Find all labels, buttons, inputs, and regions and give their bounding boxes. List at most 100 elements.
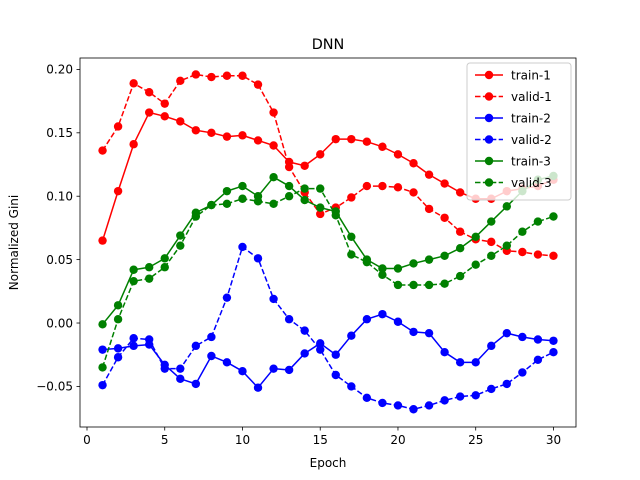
legend-label-train-1: train-1 [511, 68, 551, 82]
data-point-valid-3 [378, 270, 387, 280]
data-point-train-2 [269, 364, 278, 373]
y-tick-label: 0.05 [46, 253, 73, 267]
data-point-valid-3 [160, 263, 169, 272]
data-point-train-1 [253, 136, 263, 145]
data-point-valid-3 [238, 194, 247, 203]
data-point-valid-3 [424, 280, 434, 290]
data-point-valid-1 [269, 108, 278, 117]
legend: train-1 valid-1 train-2 valid-2 train-3 valid… [466, 62, 572, 201]
data-point-train-2 [191, 379, 201, 389]
data-point-train-1 [144, 108, 154, 117]
data-point-valid-1 [176, 76, 185, 86]
legend-label-valid-1: valid-1 [511, 90, 552, 104]
data-point-valid-3 [455, 271, 465, 281]
data-point-train-3 [238, 181, 247, 191]
data-point-valid-3 [331, 211, 340, 220]
data-point-train-2 [471, 358, 480, 367]
data-point-train-1 [440, 179, 449, 188]
data-point-train-1 [362, 137, 372, 146]
series-group [98, 70, 558, 414]
data-point-valid-1 [191, 70, 201, 79]
data-point-train-2 [455, 358, 465, 367]
data-point-valid-3 [533, 217, 543, 226]
data-point-train-3 [502, 202, 512, 211]
data-point-train-2 [98, 345, 107, 354]
data-point-train-2 [300, 349, 309, 358]
data-point-valid-2 [471, 391, 480, 400]
data-point-train-2 [518, 332, 527, 342]
data-point-valid-3 [362, 257, 372, 267]
data-point-train-3 [269, 173, 278, 182]
data-point-train-2 [549, 336, 558, 345]
data-point-valid-2 [253, 254, 263, 263]
data-point-train-2 [362, 315, 372, 324]
data-point-valid-1 [440, 213, 449, 222]
data-point-train-1 [316, 150, 325, 159]
data-point-train-2 [207, 351, 216, 361]
data-point-valid-1 [207, 72, 216, 82]
data-point-valid-2 [316, 345, 325, 354]
data-point-train-2 [113, 344, 123, 353]
data-point-valid-2 [98, 380, 107, 390]
data-point-valid-1 [347, 193, 356, 202]
data-point-train-1 [176, 117, 185, 126]
data-point-valid-3 [440, 279, 449, 288]
data-point-valid-2 [409, 405, 418, 414]
data-point-train-1 [98, 236, 107, 245]
axes-frame [79, 57, 577, 428]
data-point-valid-3 [129, 276, 138, 286]
data-point-train-2 [378, 309, 387, 319]
y-tick-label: 0.20 [46, 63, 73, 77]
data-point-valid-2 [300, 326, 309, 335]
data-point-train-3 [409, 259, 418, 268]
data-point-valid-3 [284, 192, 294, 201]
data-point-valid-1 [518, 247, 527, 257]
data-point-train-1 [409, 159, 418, 168]
data-point-valid-2 [191, 341, 201, 351]
data-point-valid-1 [222, 71, 232, 80]
data-point-valid-3 [409, 280, 418, 290]
data-point-train-2 [502, 328, 512, 338]
data-point-valid-3 [253, 197, 263, 206]
y-tick-label: 0.10 [46, 190, 73, 204]
data-point-valid-2 [144, 335, 154, 344]
data-point-valid-3 [471, 260, 480, 269]
data-point-train-3 [176, 231, 185, 240]
data-point-valid-3 [113, 315, 123, 324]
data-point-train-2 [253, 383, 263, 392]
data-point-valid-2 [269, 294, 278, 304]
data-point-train-3 [316, 203, 325, 212]
data-point-train-3 [129, 265, 138, 274]
data-point-train-2 [440, 347, 449, 357]
data-point-valid-3 [316, 184, 325, 193]
legend-swatch-marker-valid-2 [484, 135, 494, 144]
data-point-valid-3 [347, 250, 356, 259]
data-point-valid-2 [222, 293, 232, 302]
data-point-train-1 [129, 140, 138, 149]
y-tick-label: −0.05 [36, 380, 73, 394]
y-axis-label: Normalized Gini [7, 195, 21, 290]
data-point-valid-3 [176, 241, 185, 250]
x-tick-label: 15 [313, 433, 328, 447]
data-point-train-2 [238, 367, 247, 376]
data-point-valid-2 [129, 334, 138, 343]
data-point-train-1 [269, 141, 278, 150]
legend-label-valid-2: valid-2 [511, 133, 552, 147]
data-point-valid-2 [487, 384, 496, 394]
data-point-valid-1 [253, 80, 263, 89]
legend-label-train-2: train-2 [511, 111, 551, 125]
data-point-train-3 [160, 254, 169, 263]
data-point-train-3 [471, 232, 480, 241]
data-point-train-3 [393, 264, 403, 273]
data-point-train-2 [487, 341, 496, 351]
data-point-valid-2 [424, 401, 434, 410]
data-point-train-1 [222, 132, 232, 141]
data-point-valid-1 [113, 122, 123, 131]
data-point-train-2 [176, 374, 185, 384]
data-point-valid-1 [362, 181, 372, 191]
x-axis-label: Epoch [310, 456, 347, 470]
data-point-train-3 [455, 244, 465, 253]
data-point-valid-2 [284, 315, 294, 324]
data-point-valid-2 [549, 347, 558, 357]
data-point-train-2 [424, 328, 434, 338]
